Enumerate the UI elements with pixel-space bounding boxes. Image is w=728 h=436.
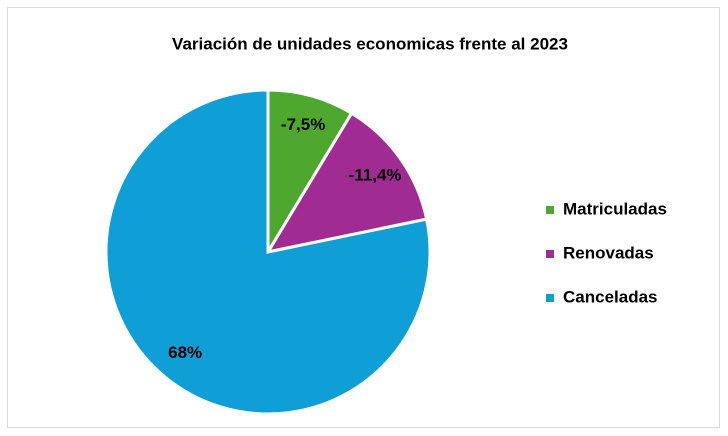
legend-label: Canceladas — [563, 287, 658, 306]
pie-slice — [266, 88, 354, 258]
legend-swatch — [546, 206, 554, 214]
legend-swatch — [546, 294, 554, 302]
pie-slice — [104, 88, 432, 416]
legend-label: Matriculadas — [563, 199, 667, 218]
pie-slice — [264, 111, 429, 255]
chart-title: Variación de unidades economicas frente … — [172, 34, 568, 53]
legend-swatch — [546, 250, 554, 258]
data-label: -11,4% — [349, 166, 402, 185]
data-label: -7,5% — [281, 115, 325, 134]
legend-label: Renovadas — [563, 243, 654, 262]
data-label: 68% — [168, 343, 202, 362]
